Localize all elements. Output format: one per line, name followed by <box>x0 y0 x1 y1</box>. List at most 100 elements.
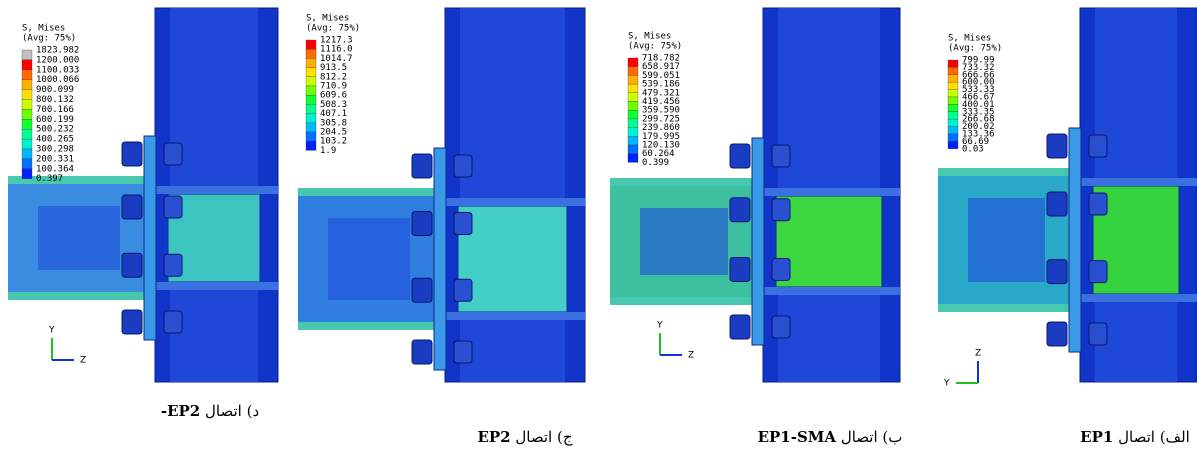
legend-value: 419.456 <box>642 97 680 107</box>
legend-value: 599.051 <box>642 71 680 81</box>
legend-band <box>305 76 317 87</box>
bolt-nut <box>453 154 473 178</box>
legend-band <box>21 148 33 160</box>
legend-band <box>947 104 959 112</box>
legend-value: 60.264 <box>642 149 675 159</box>
legend-value: 120.130 <box>642 141 680 151</box>
caption-prefix: د) اتصال <box>205 402 259 420</box>
legend-value: 539.186 <box>642 80 680 90</box>
beam-core <box>640 208 728 275</box>
bolt-nut <box>1088 260 1108 284</box>
legend-value: 100.364 <box>36 164 74 174</box>
legend-value: 800.132 <box>36 95 74 105</box>
bolt-head <box>121 309 143 335</box>
legend-value: 407.1 <box>320 109 347 119</box>
legend-band <box>947 111 959 120</box>
legend-band <box>305 113 317 123</box>
legend-band <box>305 85 317 96</box>
caption: EP1-SMA ب) اتصال <box>758 428 903 446</box>
legend-band <box>947 141 959 149</box>
legend-value: 900.099 <box>36 85 74 95</box>
bolt-head <box>729 143 751 169</box>
legend-band <box>947 82 959 90</box>
beam-flange <box>298 188 440 196</box>
legend-value: 700.166 <box>36 105 74 115</box>
bolt-nut <box>771 315 791 339</box>
bolt-nut <box>771 198 791 222</box>
beam-flange <box>610 178 758 186</box>
beam-flange <box>298 322 440 330</box>
legend-value: 609.6 <box>320 91 347 101</box>
panel: S, Mises(Avg: 75%) 1217.31116.01014.7913.… <box>298 7 586 446</box>
caption: -EP2 د) اتصال <box>161 402 259 420</box>
legend-band <box>21 109 33 120</box>
bolt-head <box>1046 321 1068 347</box>
legend-band <box>21 168 33 179</box>
legend-value: 0.397 <box>36 174 63 184</box>
legend-band <box>627 127 639 137</box>
legend-value: 400.265 <box>36 135 74 145</box>
bolt-head <box>1046 259 1068 285</box>
caption: EP2 ج) اتصال <box>477 428 572 446</box>
triad-label: Y <box>943 379 950 389</box>
legend-value: 1217.3 <box>320 36 353 46</box>
legend-value: 305.8 <box>320 118 347 128</box>
stiffener <box>155 186 278 194</box>
triad-label: Y <box>656 321 663 331</box>
caption-bold: -EP2 <box>161 402 200 420</box>
bolt-head <box>121 194 143 220</box>
legend-band <box>305 95 317 105</box>
bolt-nut <box>163 310 183 334</box>
legend-value: 658.917 <box>642 62 680 72</box>
legend-value: 333.35 <box>962 107 995 117</box>
legend-band <box>21 49 33 61</box>
legend-band <box>947 59 959 68</box>
stiffener <box>155 282 278 290</box>
legend-value: 710.9 <box>320 82 347 92</box>
caption-prefix: ج) اتصال <box>515 428 572 446</box>
legend-band <box>305 49 317 59</box>
legend-value: 600.00 <box>962 78 995 88</box>
bolt-head <box>121 252 143 278</box>
legend-title: S, Mises <box>22 24 65 34</box>
legend-title: S, Mises <box>306 14 349 24</box>
legend-value: 239.860 <box>642 123 680 133</box>
legend-band <box>947 126 959 135</box>
bolt-head <box>729 314 751 340</box>
legend-band <box>21 99 33 110</box>
legend-value: 1014.7 <box>320 54 353 64</box>
legend-value: 500.232 <box>36 125 74 135</box>
legend-band <box>627 136 639 146</box>
bolt-nut <box>771 257 791 281</box>
legend-band <box>305 131 317 142</box>
legend-band <box>947 119 959 127</box>
legend-band <box>21 59 33 70</box>
caption-bold: EP2 <box>477 428 510 446</box>
beam-core <box>328 218 410 300</box>
triad-label: Z <box>80 356 86 366</box>
legend-value: 266.68 <box>962 115 995 125</box>
legend-band <box>305 122 317 133</box>
legend-value: 479.321 <box>642 88 680 98</box>
legend-value: 1100.033 <box>36 65 79 75</box>
legend-band <box>627 110 639 120</box>
bolt-nut <box>163 142 183 166</box>
panel-zone <box>167 193 261 283</box>
legend-value: 812.2 <box>320 72 347 82</box>
legend-band <box>947 96 959 105</box>
legend-value: 400.01 <box>962 100 995 110</box>
legend-value: 1116.0 <box>320 45 353 55</box>
legend-value: 508.3 <box>320 100 347 110</box>
legend-value: 718.782 <box>642 54 680 64</box>
legend-value: 300.298 <box>36 145 74 155</box>
legend-value: 0.399 <box>642 158 669 168</box>
stiffener <box>1080 294 1197 302</box>
end-plate <box>143 135 157 341</box>
panel-zone <box>775 195 883 288</box>
legend-value: 466.67 <box>962 93 995 103</box>
legend-band <box>627 92 639 102</box>
stiffener <box>445 312 585 320</box>
caption-prefix: الف) اتصال <box>1118 428 1190 446</box>
legend-title: S, Mises <box>948 34 991 44</box>
bolt-head <box>411 339 433 365</box>
